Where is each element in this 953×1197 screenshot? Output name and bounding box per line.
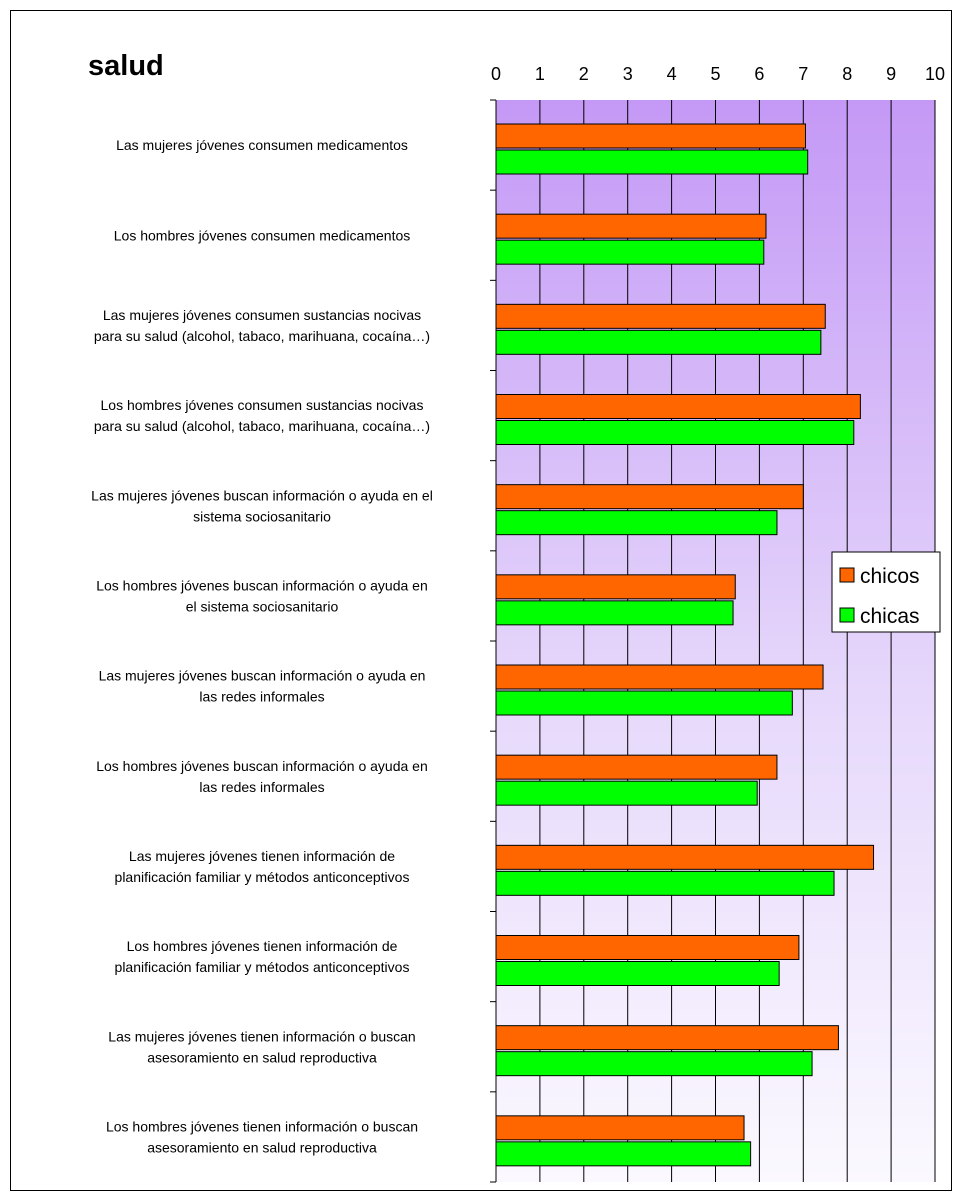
x-tick-label: 8 [842, 64, 852, 84]
y-tick-label: Las mujeres jóvenes buscan información o… [99, 668, 426, 684]
bar [495, 844, 875, 870]
y-tick-label: para su salud (alcohol, tabaco, marihuan… [94, 328, 430, 344]
bar [495, 394, 861, 419]
chart-title: salud [88, 50, 164, 82]
x-tick-label: 6 [754, 64, 764, 84]
bar [495, 754, 778, 780]
x-tick-label: 1 [535, 64, 545, 84]
bar [495, 780, 758, 806]
bar [495, 870, 835, 896]
y-tick-label: Los hombres jóvenes tienen información o… [106, 1118, 418, 1134]
y-tick-label: el sistema sociosanitario [186, 598, 339, 614]
bar [495, 1115, 745, 1141]
y-tick-label: Las mujeres jóvenes consumen sustancias … [103, 307, 421, 323]
bar [495, 574, 736, 600]
x-tick-label: 4 [667, 64, 677, 84]
bar [495, 510, 778, 536]
bar [495, 1141, 752, 1167]
y-tick-label: Las mujeres jóvenes tienen información o… [108, 1028, 415, 1044]
x-tick-label: 9 [886, 64, 896, 84]
legend-swatch [839, 567, 855, 583]
x-tick-label: 5 [710, 64, 720, 84]
bar [495, 1025, 839, 1051]
y-tick-label: Los hombres jóvenes consumen sustancias … [101, 397, 424, 413]
y-tick-label: Los hombres jóvenes consumen medicamento… [114, 227, 411, 243]
y-tick-label: las redes informales [199, 779, 324, 795]
bar [495, 664, 824, 690]
y-tick-label: asesoramiento en salud reproductiva [147, 1139, 377, 1155]
bar [495, 600, 734, 626]
y-tick-label: Las mujeres jóvenes tienen información d… [129, 848, 395, 864]
legend-swatch [839, 607, 855, 623]
y-tick-label: sistema sociosanitario [193, 508, 331, 524]
y-tick-label: Los hombres jóvenes tienen información d… [127, 938, 398, 954]
x-tick-label: 10 [925, 64, 945, 84]
bar [495, 1051, 813, 1077]
y-tick-label: planificación familiar y métodos anticon… [115, 869, 410, 885]
legend-label: chicos [860, 565, 920, 588]
y-tick-label: Los hombres jóvenes buscan información o… [96, 577, 428, 593]
y-tick-label: Las mujeres jóvenes consumen medicamento… [116, 137, 408, 153]
x-tick-label: 7 [798, 64, 808, 84]
bar [495, 935, 800, 960]
y-tick-label: Las mujeres jóvenes buscan información o… [91, 487, 433, 503]
bar [495, 123, 806, 149]
y-tick-label: Los hombres jóvenes buscan información o… [96, 758, 428, 774]
y-tick-label: las redes informales [199, 689, 324, 705]
x-tick-label: 3 [623, 64, 633, 84]
x-tick-label: 0 [491, 64, 501, 84]
legend-label: chicas [860, 605, 920, 628]
y-tick-label: planificación familiar y métodos anticon… [115, 959, 410, 975]
bar [495, 329, 822, 355]
bar [495, 149, 809, 175]
bar [495, 961, 780, 986]
bar [495, 213, 767, 239]
bar [495, 303, 826, 329]
y-tick-label: asesoramiento en salud reproductiva [147, 1049, 377, 1065]
y-tick-label: para su salud (alcohol, tabaco, marihuan… [94, 418, 430, 434]
bar [495, 484, 804, 510]
bar [495, 239, 765, 265]
x-tick-label: 2 [579, 64, 589, 84]
bar [495, 690, 793, 716]
bar [495, 420, 855, 445]
